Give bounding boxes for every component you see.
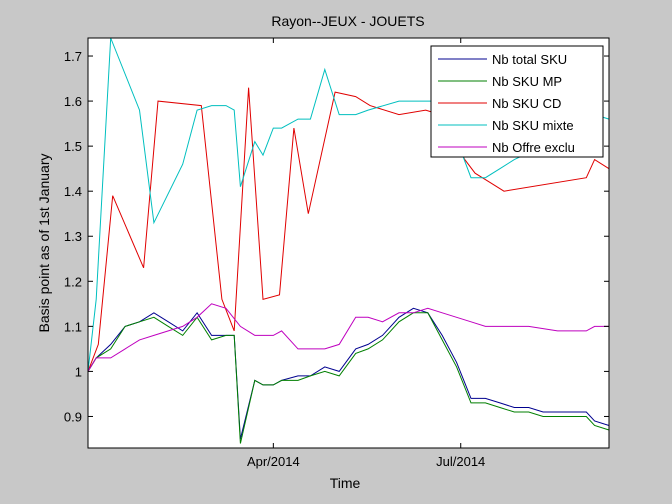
y-tick-label: 1.1 — [64, 319, 82, 334]
legend-label: Nb SKU CD — [492, 96, 561, 111]
legend-label: Nb SKU mixte — [492, 118, 574, 133]
legend-label: Nb Offre exclu — [492, 140, 575, 155]
x-axis-ticks: Apr/2014 Jul/2014 — [247, 38, 485, 469]
y-tick-label: 1.2 — [64, 274, 82, 289]
x-axis-label: Time — [330, 475, 361, 491]
y-tick-label: 1.5 — [64, 139, 82, 154]
legend-label: Nb total SKU — [492, 52, 567, 67]
y-tick-label: 1.4 — [64, 184, 82, 199]
y-tick-label: 1.3 — [64, 229, 82, 244]
series-line-5 — [87, 303, 609, 372]
series-lines — [87, 37, 610, 444]
series-line-4 — [87, 37, 610, 372]
x-tick-label: Jul/2014 — [436, 454, 485, 469]
plot-frame — [87, 37, 610, 449]
y-tick-label: 1 — [75, 364, 82, 379]
y-axis-ticks: 0.9 1 1.1 1.2 1.3 1.4 1.5 1.6 1.7 — [64, 49, 609, 424]
y-tick-label: 0.9 — [64, 409, 82, 424]
legend-label: Nb SKU MP — [492, 74, 562, 89]
x-tick-label: Apr/2014 — [247, 454, 300, 469]
legend: Nb total SKU Nb SKU MP Nb SKU CD Nb SKU mix… — [430, 45, 604, 158]
y-axis-label: Basis point as of 1st January — [36, 154, 52, 333]
y-tick-label: 1.7 — [64, 49, 82, 64]
y-tick-label: 1.6 — [64, 94, 82, 109]
series-line-3 — [87, 87, 610, 372]
legend-box — [430, 45, 604, 158]
chart-title: Rayon--JEUX - JOUETS — [271, 13, 424, 29]
series-line-2 — [87, 312, 610, 444]
